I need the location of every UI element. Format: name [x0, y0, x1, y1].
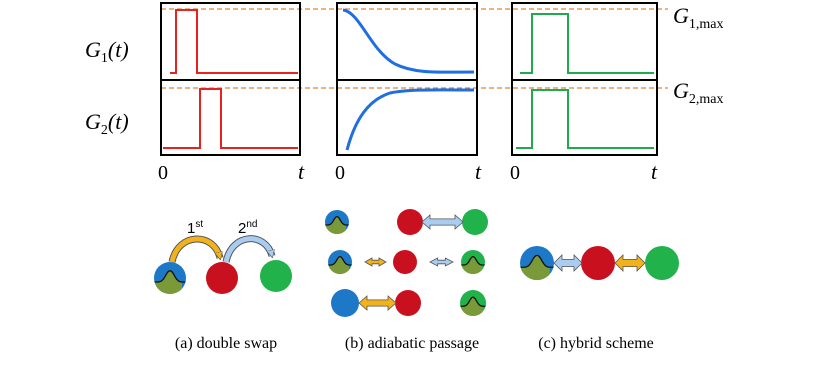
mode-circle — [460, 290, 486, 316]
coupling-arrow — [553, 254, 583, 272]
wavepacket — [460, 296, 486, 307]
wavepacket — [520, 254, 554, 268]
caption: (b) adiabatic passage — [345, 335, 479, 352]
mode-circle — [325, 210, 349, 234]
population — [154, 270, 182, 294]
coupling-arrow — [614, 254, 646, 272]
mode-circle — [395, 290, 421, 316]
wavepacket — [461, 255, 485, 266]
x-origin-label: 0 — [510, 162, 520, 184]
caption: (a) double swap — [175, 335, 277, 352]
x-axis-label: t — [475, 159, 482, 184]
mode-circle — [581, 246, 615, 280]
step-label: 2nd — [238, 219, 257, 237]
circle — [581, 246, 615, 280]
wavepacket — [328, 255, 352, 266]
level-label: G2,max — [673, 78, 724, 107]
swap-arrow — [169, 236, 220, 263]
panel — [160, 2, 301, 156]
swap-arrow — [223, 236, 272, 263]
mode-circle — [393, 250, 417, 274]
wavepacket — [325, 215, 349, 226]
panel — [336, 2, 478, 156]
y-label: G2(t) — [85, 109, 129, 138]
coupling-arrow — [358, 295, 397, 311]
coupling-arrow — [429, 257, 454, 267]
circle — [397, 209, 423, 235]
circle — [462, 209, 488, 235]
mode-circle — [331, 289, 359, 317]
mode-circle — [461, 250, 485, 274]
circle — [206, 262, 238, 294]
x-axis-label: t — [298, 159, 305, 184]
mode-circle — [520, 246, 554, 280]
mode-circle — [154, 262, 186, 294]
population — [520, 255, 550, 280]
circle — [393, 250, 417, 274]
mode-circle — [645, 246, 679, 280]
mode-circle — [328, 250, 352, 274]
wavepacket — [154, 270, 186, 283]
mode-circle — [462, 209, 488, 235]
mode-circle — [260, 260, 292, 292]
mode-circle — [397, 209, 423, 235]
circle — [260, 260, 292, 292]
mode-circle — [206, 262, 238, 294]
circle — [645, 246, 679, 280]
circle — [395, 290, 421, 316]
x-axis-label: t — [651, 159, 658, 184]
step-label: 1st — [187, 219, 203, 237]
circle — [331, 289, 359, 317]
panel — [511, 2, 658, 156]
caption: (c) hybrid scheme — [538, 335, 654, 352]
level-label: G1,max — [673, 3, 724, 32]
x-origin-label: 0 — [158, 162, 168, 184]
x-origin-label: 0 — [335, 162, 345, 184]
coupling-arrow — [421, 214, 464, 230]
y-label: G1(t) — [85, 37, 129, 66]
coupling-arrow — [364, 257, 387, 267]
